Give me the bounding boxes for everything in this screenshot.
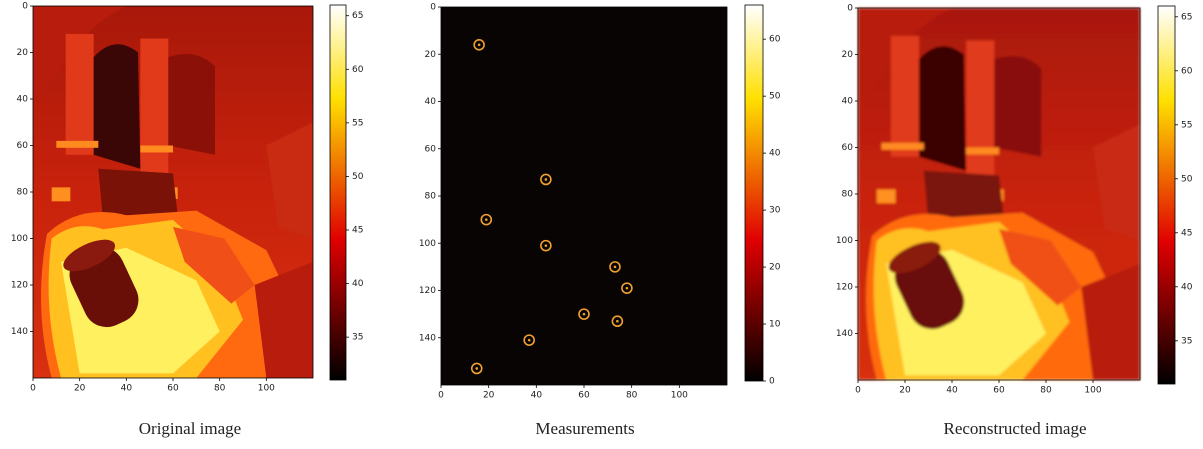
measurement-ring [611,315,624,328]
x-tick-label: 40 [946,386,958,396]
measurement-ring [540,239,552,252]
y-tick-label: 120 [836,283,853,293]
measurement-dot [544,244,548,247]
measurement-ring [523,334,535,346]
y-tick-label: 140 [11,327,28,337]
y-tick-label: 140 [836,329,853,339]
x-tick-label: 0 [438,391,444,401]
colorbar-tick-label: 40 [1181,282,1193,292]
measurement-ring [540,173,552,186]
y-tick-label: 100 [11,234,28,244]
colorbar-tick-label: 30 [769,206,781,216]
colorbar-tick-label: 35 [1181,336,1192,346]
y-tick-label: 20 [842,50,854,60]
x-tick-label: 40 [121,384,133,394]
x-tick-label: 80 [214,384,226,394]
x-tick-label: 60 [993,386,1005,396]
y-tick-label: 120 [11,281,28,291]
measurement-dot [544,178,548,181]
caption: Reconstructed image [943,419,1086,438]
colorbar-tick-label: 55 [1181,120,1192,130]
measurement-dot [616,319,619,323]
x-tick-label: 20 [74,384,86,394]
y-tick-label: 60 [425,144,437,154]
y-tick-label: 100 [419,239,436,249]
x-tick-label: 80 [1040,386,1052,396]
colorbar-tick-label: 60 [769,35,781,45]
y-tick-label: 80 [842,190,854,200]
x-tick-label: 100 [258,384,275,394]
measurement-ring [480,213,493,226]
x-tick-label: 0 [30,384,36,394]
colorbar-tick-label: 40 [352,279,364,289]
x-tick-label: 0 [855,386,861,396]
colorbar-tick-label: 55 [352,118,363,128]
y-tick-label: 60 [17,141,29,151]
measurement-dot [475,367,479,370]
measurement-dot [582,312,586,316]
colorbar [1157,5,1176,385]
x-tick-label: 60 [578,391,590,401]
measurement-dot [625,286,629,290]
colorbar-tick-label: 50 [352,172,364,182]
y-tick-label: 20 [425,50,437,60]
image [441,7,727,385]
y-tick-label: 140 [419,333,436,343]
y-tick-label: 0 [430,3,436,13]
image [33,6,313,378]
measurement-dot [613,265,617,269]
x-tick-label: 80 [626,391,638,401]
panel: 0 20 40 60 80 100 0 20 40 60 80 100 120 140 35 40 45 50 55… [11,2,364,438]
x-tick-label: 40 [531,391,543,401]
caption: Original image [139,419,241,438]
caption: Measurements [535,419,634,438]
y-tick-label: 40 [17,95,29,105]
panel: 0 20 40 60 80 100 0 20 40 60 80 100 120 140 35 40 45 50 55… [836,4,1193,438]
y-tick-label: 120 [419,286,436,296]
colorbar-tick-label: 60 [352,65,364,75]
y-tick-label: 100 [836,236,853,246]
colorbar-tick-label: 35 [352,333,363,343]
colorbar-tick-label: 50 [1181,174,1193,184]
panel: 0 20 40 60 80 100 0 20 40 60 80 100 120 140 0 10 20 30 40 5… [419,3,781,438]
y-tick-label: 40 [842,97,854,107]
y-tick-label: 40 [425,97,437,107]
colorbar-tick-label: 40 [769,149,781,159]
y-tick-label: 80 [425,192,437,202]
x-tick-label: 100 [1084,386,1101,396]
colorbar-tick-label: 60 [1181,66,1193,76]
measurement-dot [484,218,488,221]
measurement-ring [578,308,590,320]
colorbar-tick-label: 45 [1181,228,1192,238]
colorbar-tick-label: 10 [769,320,781,330]
x-tick-label: 20 [483,391,495,401]
x-tick-label: 20 [899,386,911,396]
y-tick-label: 20 [17,48,29,58]
colorbar-tick-label: 20 [769,263,781,273]
measurement-ring [473,38,485,51]
image [858,8,1140,380]
y-tick-label: 60 [842,143,854,153]
measurement-ring [609,261,621,273]
measurement-ring [621,282,633,294]
colorbar [329,4,347,381]
colorbar-tick-label: 0 [769,377,775,387]
colorbar-tick-label: 50 [769,92,781,102]
x-tick-label: 100 [671,391,688,401]
colorbar-tick-label: 45 [352,226,363,236]
y-tick-label: 0 [22,2,28,12]
measurement-dot [477,43,481,47]
y-tick-label: 80 [17,188,29,198]
colorbar-tick-label: 65 [352,11,363,21]
y-tick-label: 0 [847,4,853,14]
colorbar-tick-label: 65 [1181,12,1192,22]
measurement-dot [527,338,531,342]
measurement-ring [470,362,483,375]
x-tick-label: 60 [167,384,179,394]
colorbar [744,4,764,382]
